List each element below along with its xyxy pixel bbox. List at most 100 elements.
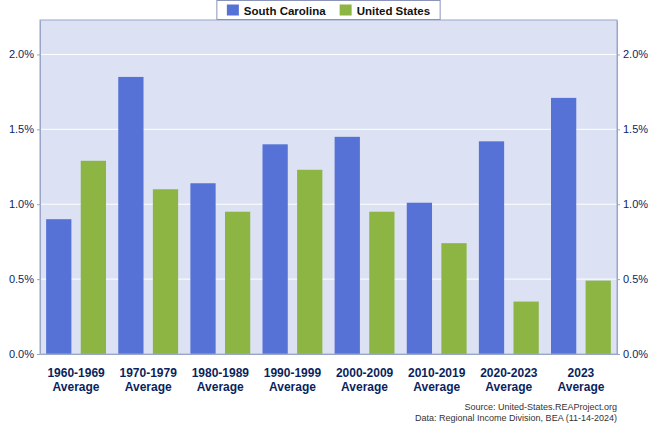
series xyxy=(81,161,611,354)
tick: 2.0% xyxy=(9,48,40,60)
axis-line xyxy=(41,354,618,355)
tick: 1.0% xyxy=(9,198,40,210)
tick-label-line: 1960-1969 xyxy=(47,366,105,380)
tick-label-line: Average xyxy=(557,380,604,394)
bar xyxy=(407,203,432,354)
bar xyxy=(263,144,288,354)
tick-mark xyxy=(617,279,620,280)
legend-label: South Carolina xyxy=(244,5,326,17)
tick: 0.5% xyxy=(617,273,648,285)
tick-label-line: Average xyxy=(485,380,532,394)
tick-mark xyxy=(617,204,620,205)
legend-label: United States xyxy=(357,5,431,17)
tick-label: 2.0% xyxy=(9,48,34,60)
tick-label: 1980-1989Average xyxy=(192,366,250,394)
annotation: Source: United-States.REAProject.org xyxy=(464,402,617,412)
axis-line xyxy=(40,21,41,355)
bar xyxy=(441,243,466,354)
tick: 2023Average xyxy=(557,366,604,394)
series xyxy=(46,77,576,354)
tick-label: 1.5% xyxy=(623,123,648,135)
tick-label: 2010-2019Average xyxy=(408,366,466,394)
tick: 1.0% xyxy=(617,198,648,210)
tick-label-line: Average xyxy=(269,380,316,394)
y-left-axis: 0.0% 0.5% 1.0% 1.5% 2.0% xyxy=(9,21,41,361)
plot-background xyxy=(40,20,617,354)
tick-label-line: 2023 xyxy=(568,366,595,380)
bar xyxy=(153,189,178,354)
tick-label-line: Average xyxy=(53,380,100,394)
bar xyxy=(190,183,215,354)
bar xyxy=(118,77,143,354)
bar xyxy=(335,137,360,354)
tick: 2020-2023Average xyxy=(480,366,538,394)
legend: South Carolina United States xyxy=(217,1,440,20)
tick-mark xyxy=(37,204,40,205)
tick-label-line: 2010-2019 xyxy=(408,366,466,380)
x-axis: 1960-1969Average1970-1979Average1980-198… xyxy=(41,355,618,394)
bar xyxy=(369,212,394,354)
plot-frame xyxy=(40,20,617,354)
tick: 0.5% xyxy=(9,273,40,285)
bar xyxy=(513,302,538,354)
tick-label-line: 1980-1989 xyxy=(192,366,250,380)
tick-label-line: Average xyxy=(341,380,388,394)
bar xyxy=(46,219,71,354)
grid-line xyxy=(40,54,617,55)
tick: 0.0% xyxy=(9,348,40,360)
tick-label-line: 1970-1979 xyxy=(119,366,177,380)
tick: 2010-2019Average xyxy=(408,366,466,394)
tick-label: 2023Average xyxy=(557,366,604,394)
tick-mark xyxy=(37,279,40,280)
tick-label: 1970-1979Average xyxy=(119,366,177,394)
annotation: Data: Regional Income Division, BEA (11-… xyxy=(415,413,617,423)
tick: 2000-2009Average xyxy=(336,366,394,394)
bar xyxy=(81,161,106,354)
tick: 1.5% xyxy=(617,123,648,135)
tick-label-line: Average xyxy=(197,380,244,394)
tick-label: 2020-2023Average xyxy=(480,366,538,394)
bar xyxy=(479,141,504,354)
tick-label: 1.0% xyxy=(9,198,34,210)
tick: 2.0% xyxy=(617,48,648,60)
tick: 0.0% xyxy=(617,348,648,360)
bar xyxy=(586,281,611,354)
tick: 1.5% xyxy=(9,123,40,135)
tick-label: 1960-1969Average xyxy=(47,366,105,394)
bar xyxy=(225,212,250,354)
axis-line xyxy=(617,21,618,355)
legend-box xyxy=(217,1,440,20)
tick-mark xyxy=(37,54,40,55)
tick: 1980-1989Average xyxy=(192,366,250,394)
legend-swatch xyxy=(227,5,239,16)
tick-label-line: 1990-1999 xyxy=(264,366,322,380)
y-right-axis: 0.0% 0.5% 1.0% 1.5% 2.0% xyxy=(617,21,648,361)
tick-mark xyxy=(37,129,40,130)
bars xyxy=(46,77,611,354)
bar xyxy=(297,170,322,354)
tick-label-line: 2000-2009 xyxy=(336,366,394,380)
tick-label: 1.0% xyxy=(623,198,648,210)
tick-label-line: 2020-2023 xyxy=(480,366,538,380)
tick: 1960-1969Average xyxy=(47,366,105,394)
tick: 1990-1999Average xyxy=(264,366,322,394)
legend-item: United States xyxy=(340,5,431,17)
tick-mark xyxy=(37,354,40,355)
tick-label: 2000-2009Average xyxy=(336,366,394,394)
tick-mark xyxy=(617,54,620,55)
tick-label: 1.5% xyxy=(9,123,34,135)
legend-item: South Carolina xyxy=(227,5,326,17)
tick-label: 0.0% xyxy=(623,348,648,360)
tick-label: 0.5% xyxy=(623,273,648,285)
tick-label-line: Average xyxy=(125,380,172,394)
tick-label: 1990-1999Average xyxy=(264,366,322,394)
tick: 1970-1979Average xyxy=(119,366,177,394)
legend-swatch xyxy=(340,5,352,16)
tick-label: 2.0% xyxy=(623,48,648,60)
grid xyxy=(40,54,617,354)
tick-mark xyxy=(617,129,620,130)
chart: 0.0% 0.5% 1.0% 1.5% 2.0% 0.0% 0.5% 1.0% 1.5% 2.0%… xyxy=(0,0,657,426)
tick-label: 0.0% xyxy=(9,348,34,360)
tick-label-line: Average xyxy=(413,380,460,394)
bar xyxy=(551,98,576,354)
